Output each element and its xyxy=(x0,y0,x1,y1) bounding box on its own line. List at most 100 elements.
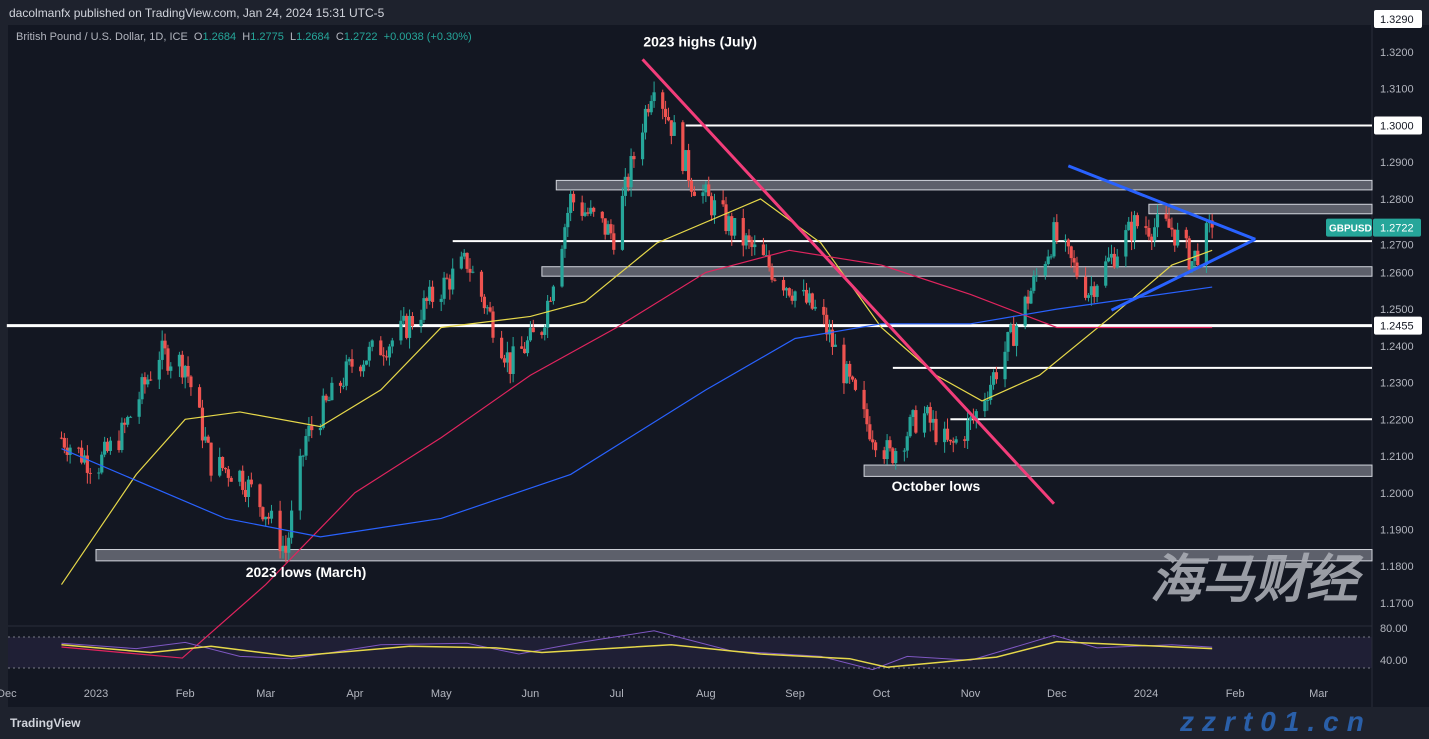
candle-body xyxy=(59,437,64,439)
change-value: +0.0038 (+0.30%) xyxy=(383,31,472,43)
candle-body xyxy=(459,256,463,269)
price-label-box xyxy=(1374,116,1422,135)
support-resistance-zone xyxy=(541,266,1373,277)
candle-body xyxy=(1109,253,1114,258)
price-tick: 1.2500 xyxy=(1380,304,1414,316)
candle-body xyxy=(261,507,265,520)
candle-body xyxy=(361,364,366,372)
candle-body xyxy=(439,298,443,302)
candle-body xyxy=(321,395,325,428)
time-tick: Aug xyxy=(696,688,716,700)
candle-body xyxy=(267,516,271,519)
candle-body xyxy=(465,252,469,269)
candle-body xyxy=(140,377,144,400)
candle-body xyxy=(943,428,947,443)
candle-body xyxy=(1176,229,1180,246)
candle-body xyxy=(344,361,348,386)
candle-body xyxy=(525,340,530,354)
candle-body xyxy=(1187,238,1191,270)
candle-body xyxy=(123,422,127,425)
candle-body xyxy=(364,360,369,365)
candle-body xyxy=(848,363,852,377)
time-tick: Apr xyxy=(346,688,363,700)
candle-body xyxy=(724,204,728,232)
candle-body xyxy=(770,267,774,280)
candle-body xyxy=(948,439,952,442)
candle-body xyxy=(508,352,512,374)
candle-body xyxy=(871,439,875,443)
candle-body xyxy=(471,271,475,273)
candle-body xyxy=(560,248,564,287)
price-label-box xyxy=(1374,316,1422,335)
price-tick: 1.2700 xyxy=(1380,240,1414,252)
support-resistance-zone xyxy=(555,179,1373,191)
candle-body xyxy=(1003,351,1007,380)
candle-body xyxy=(1164,214,1168,219)
candle-body xyxy=(1104,261,1108,286)
candle-body xyxy=(1124,230,1128,257)
candle-body xyxy=(442,277,446,299)
tradingview-logo[interactable]: TradingView xyxy=(10,716,81,730)
time-tick: Oct xyxy=(873,688,890,700)
candle-body xyxy=(1012,324,1016,346)
candle-body xyxy=(258,484,262,508)
rsi-band xyxy=(8,637,1372,668)
candle-body xyxy=(1155,214,1160,228)
support-resistance-zone xyxy=(863,464,1373,477)
candle-body xyxy=(1083,276,1088,298)
candle-body xyxy=(712,200,717,216)
candle-body xyxy=(620,195,625,250)
time-tick: Feb xyxy=(176,688,195,700)
candle-body xyxy=(1086,295,1091,298)
candle-body xyxy=(931,418,935,423)
candle-body xyxy=(626,176,630,188)
support-resistance-zone xyxy=(95,549,1373,562)
candle-body xyxy=(1107,257,1111,262)
chart-panel[interactable] xyxy=(8,25,1429,707)
candle-body xyxy=(563,227,567,249)
candle-body xyxy=(891,448,895,464)
candle-body xyxy=(1035,275,1039,277)
candle-body xyxy=(338,382,343,386)
candle-body xyxy=(502,358,507,363)
candle-body xyxy=(974,411,978,420)
candle-body xyxy=(1029,290,1033,304)
candle-body xyxy=(1006,332,1010,352)
candle-body xyxy=(1173,229,1177,246)
candle-body xyxy=(269,510,274,519)
candle-body xyxy=(741,218,745,246)
candle-body xyxy=(143,377,147,385)
candle-body xyxy=(405,315,409,338)
candle-body xyxy=(186,365,190,377)
trendline xyxy=(641,58,1056,505)
candle-body xyxy=(128,416,133,418)
candle-body xyxy=(105,441,110,451)
candle-body xyxy=(540,332,544,335)
moving-average-line xyxy=(60,198,1213,585)
price-tick: 1.2455 xyxy=(1380,321,1414,333)
candle-body xyxy=(304,436,308,456)
candle-body xyxy=(911,410,915,417)
candle-body xyxy=(62,437,66,448)
candle-body xyxy=(767,255,771,268)
candle-body xyxy=(692,191,696,196)
candle-body xyxy=(945,428,950,440)
candle-body xyxy=(379,340,383,356)
candle-body xyxy=(589,207,593,214)
candle-body xyxy=(430,286,435,302)
candle-body xyxy=(1089,286,1093,296)
high-value: 1.2775 xyxy=(250,31,284,43)
candle-body xyxy=(347,359,351,362)
candle-body xyxy=(399,320,403,341)
candle-body xyxy=(640,132,645,160)
candle-body xyxy=(163,340,167,349)
candle-body xyxy=(307,425,311,437)
candle-body xyxy=(350,359,354,367)
candle-body xyxy=(1184,229,1188,239)
candle-body xyxy=(934,418,938,443)
candle-body xyxy=(448,278,452,290)
candle-body xyxy=(773,279,777,281)
candle-body xyxy=(1210,220,1214,228)
candle-body xyxy=(1075,262,1079,277)
